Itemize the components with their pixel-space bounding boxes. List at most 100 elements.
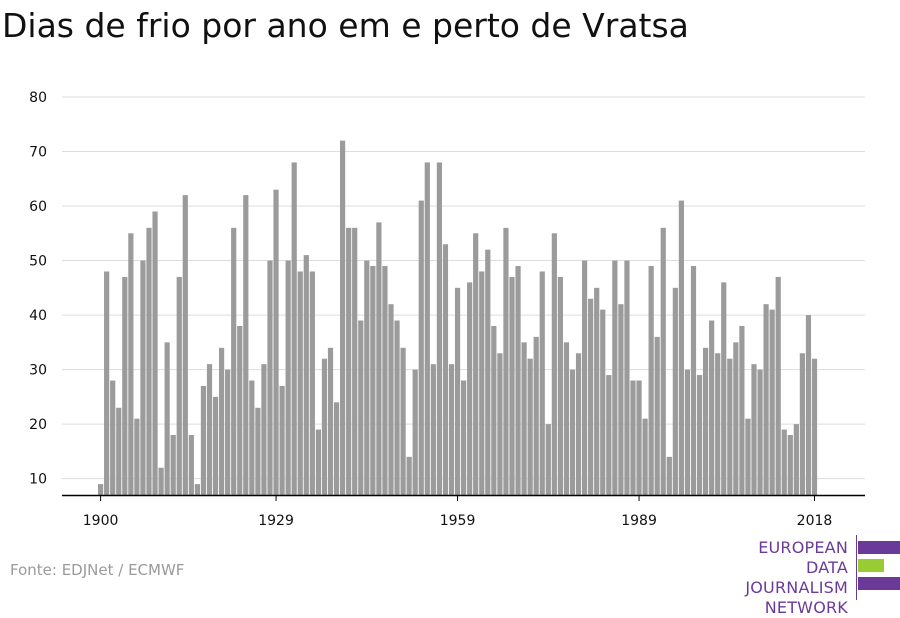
y-tick-label: 40 bbox=[29, 308, 47, 324]
y-tick-label: 70 bbox=[29, 145, 47, 161]
x-axis: 1900 1929 1959 1989 2018 bbox=[62, 494, 865, 529]
bar bbox=[418, 200, 424, 495]
bar bbox=[285, 260, 291, 495]
bar bbox=[763, 304, 769, 495]
bar bbox=[660, 227, 666, 496]
logo-text: EUROPEAN DATA JOURNALISM NETWORK bbox=[700, 538, 848, 618]
bar bbox=[461, 380, 467, 495]
bar bbox=[370, 266, 376, 495]
bar bbox=[563, 342, 570, 495]
bar bbox=[194, 484, 200, 495]
bar bbox=[606, 375, 612, 495]
bar bbox=[406, 456, 412, 495]
bar-chart: 10 20 30 40 50 60 70 80 1900 1929 1959 1989 2018 bbox=[29, 90, 865, 529]
bar bbox=[551, 233, 557, 495]
x-tick-label: 2018 bbox=[797, 513, 833, 529]
bar bbox=[678, 200, 684, 495]
bar bbox=[594, 287, 600, 495]
bar bbox=[703, 347, 709, 495]
bar bbox=[333, 402, 340, 495]
bar bbox=[775, 276, 781, 495]
bar bbox=[618, 304, 624, 495]
bar bbox=[630, 380, 636, 495]
bar bbox=[690, 266, 697, 495]
bar bbox=[231, 227, 237, 496]
bar bbox=[104, 271, 110, 495]
bar bbox=[321, 358, 328, 495]
bar bbox=[200, 385, 207, 495]
bar bbox=[128, 233, 134, 495]
bar bbox=[787, 435, 793, 495]
bar bbox=[412, 369, 418, 495]
bar bbox=[805, 315, 812, 495]
logo-line-3: NETWORK bbox=[764, 598, 848, 617]
bar bbox=[721, 282, 727, 495]
bar bbox=[237, 325, 243, 495]
x-tick-label: 1929 bbox=[258, 513, 294, 529]
bar bbox=[315, 429, 321, 495]
y-tick-label: 10 bbox=[29, 472, 47, 488]
edjnet-logo: EUROPEAN DATA JOURNALISM NETWORK bbox=[700, 535, 900, 617]
bar bbox=[696, 375, 703, 495]
bar bbox=[110, 380, 116, 495]
bar bbox=[467, 282, 473, 495]
bar bbox=[521, 342, 527, 495]
bar bbox=[600, 309, 606, 495]
bar bbox=[134, 418, 140, 495]
y-tick-label: 60 bbox=[29, 199, 47, 215]
bar bbox=[291, 162, 297, 495]
y-tick-label: 80 bbox=[29, 90, 47, 106]
bar bbox=[709, 320, 715, 495]
bar bbox=[642, 418, 648, 495]
bar bbox=[497, 353, 503, 495]
bar bbox=[757, 369, 763, 495]
bar bbox=[575, 353, 582, 495]
bar bbox=[170, 435, 176, 495]
bar bbox=[303, 255, 309, 495]
bar bbox=[400, 347, 406, 495]
bar bbox=[454, 287, 461, 495]
logo-bar-2 bbox=[858, 559, 884, 572]
bar bbox=[176, 276, 182, 495]
bar bbox=[751, 364, 757, 495]
x-tick-label: 1900 bbox=[83, 513, 119, 529]
bar bbox=[212, 396, 219, 495]
logo-divider bbox=[856, 535, 857, 600]
bar bbox=[793, 424, 799, 495]
logo-line-1: EUROPEAN bbox=[758, 538, 848, 557]
bar bbox=[545, 424, 551, 495]
bar bbox=[255, 407, 261, 495]
bar bbox=[715, 353, 721, 495]
bar bbox=[781, 429, 787, 495]
bar bbox=[122, 276, 128, 495]
bar bbox=[491, 325, 497, 495]
logo-bar-3 bbox=[858, 577, 900, 590]
bar bbox=[297, 271, 303, 495]
y-axis: 10 20 30 40 50 60 70 80 bbox=[29, 90, 47, 488]
bar bbox=[799, 353, 805, 495]
bar bbox=[473, 233, 479, 495]
bar bbox=[636, 380, 642, 495]
bar bbox=[225, 369, 231, 495]
bar bbox=[382, 266, 388, 495]
bar bbox=[352, 227, 358, 496]
bar bbox=[624, 260, 630, 495]
bar bbox=[733, 342, 739, 495]
bar bbox=[327, 347, 334, 495]
bar bbox=[249, 380, 255, 495]
bar bbox=[140, 260, 146, 495]
bar bbox=[243, 195, 249, 495]
bar bbox=[533, 336, 539, 495]
bar bbox=[430, 364, 436, 495]
bar bbox=[448, 364, 455, 495]
bar bbox=[273, 189, 279, 495]
bar bbox=[388, 304, 394, 495]
bar bbox=[672, 287, 678, 495]
bar bbox=[188, 435, 194, 495]
y-tick-label: 30 bbox=[29, 363, 47, 379]
bar bbox=[588, 298, 594, 495]
bar bbox=[569, 369, 576, 495]
bar bbox=[346, 227, 352, 496]
bar bbox=[509, 276, 515, 495]
bar bbox=[557, 276, 563, 495]
